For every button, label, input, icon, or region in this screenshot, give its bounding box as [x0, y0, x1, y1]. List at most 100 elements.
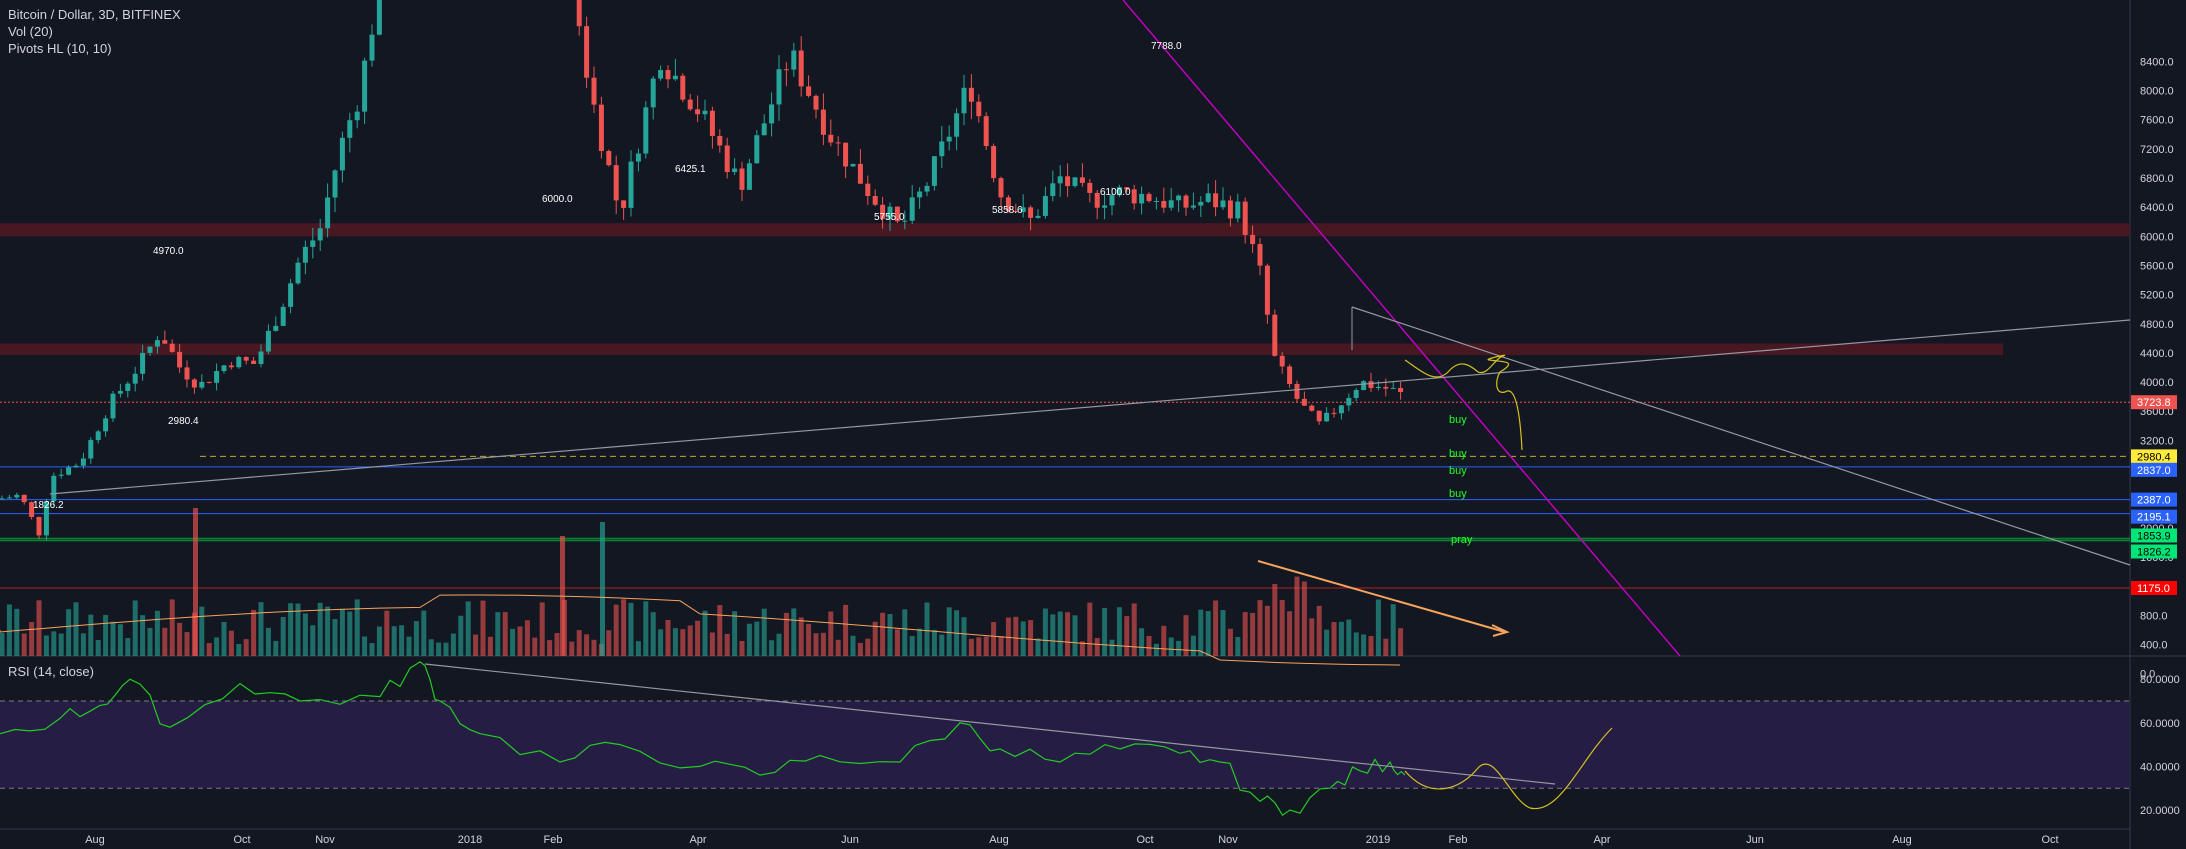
candle-body: [1124, 187, 1130, 190]
volume-bar: [1168, 637, 1174, 656]
candle-body: [791, 50, 797, 70]
arrow-head: [1491, 624, 1510, 637]
candle-body: [1102, 205, 1108, 208]
candle-body: [865, 183, 871, 197]
trend-drawings: [49, 0, 2131, 657]
volume-bar: [117, 624, 123, 656]
price-tick: 4400.0: [2140, 348, 2174, 360]
candle-body: [1087, 182, 1093, 193]
candle-body: [302, 246, 308, 263]
volume-bar: [1250, 612, 1256, 656]
volume-bar: [539, 602, 545, 656]
volume-bar: [600, 522, 605, 656]
volume-bar: [1398, 628, 1404, 656]
candle-body: [769, 104, 775, 124]
volume-bar: [591, 639, 597, 656]
candle-body: [117, 390, 123, 394]
volume-bar: [1242, 612, 1248, 656]
candle-body: [702, 110, 708, 115]
candle-body: [843, 142, 849, 167]
volume-bar: [169, 599, 175, 656]
volume-bar: [103, 614, 109, 656]
candle-body: [1042, 196, 1048, 216]
volume-bar: [1190, 635, 1196, 656]
volume-bar: [1272, 583, 1278, 656]
volume-bar: [1139, 628, 1145, 656]
volume-bar: [36, 600, 42, 656]
price-tick: 8000.0: [2140, 86, 2174, 98]
candle-body: [251, 360, 257, 364]
time-tick: Oct: [1136, 834, 1153, 846]
candle-body: [228, 365, 234, 368]
rsi-legend[interactable]: RSI (14, close): [8, 664, 94, 679]
candle-body: [6, 497, 12, 499]
volume-bar: [162, 627, 168, 656]
candle-body: [628, 161, 634, 208]
volume-bar: [1013, 616, 1019, 656]
candle-body: [983, 116, 989, 147]
annotations: buy buy buy buy pray: [1449, 414, 1473, 546]
candle-body: [598, 104, 604, 152]
candle-body: [1338, 405, 1344, 414]
candle-body: [850, 163, 856, 167]
volume-bar: [1227, 628, 1233, 656]
volume-bar: [206, 643, 212, 656]
volume-bar: [399, 625, 405, 656]
volume-bar: [6, 604, 12, 656]
candle-body: [695, 109, 701, 115]
candle-body: [813, 95, 819, 110]
candle-body: [221, 365, 227, 372]
price-tick: 0.0: [2140, 669, 2155, 681]
candle-body: [924, 185, 930, 192]
candle-body: [961, 87, 967, 114]
candle-body: [672, 75, 678, 80]
volume-bar: [1072, 615, 1078, 656]
time-tick: Apr: [1593, 834, 1610, 846]
candle-body: [80, 458, 86, 466]
volume-bar: [835, 639, 841, 656]
volume-bar: [1102, 607, 1108, 656]
candle-body: [1353, 390, 1359, 398]
resistance-zone: [0, 343, 2003, 356]
volume-bar: [1079, 641, 1085, 656]
volume-bar: [961, 617, 967, 656]
candle-body: [177, 351, 183, 368]
annotation-pray: pray: [1451, 534, 1473, 546]
candle-body: [1324, 412, 1330, 422]
volume-bar: [547, 640, 553, 656]
candle-body: [1346, 397, 1352, 406]
resistance-zone: [0, 223, 2130, 237]
volume-bar: [147, 627, 153, 656]
volume-bar: [295, 603, 301, 656]
rsi-tick: 60.0000: [2140, 718, 2180, 730]
candle-body: [1079, 177, 1085, 183]
volume-bar: [258, 602, 264, 656]
time-tick: Feb: [544, 834, 563, 846]
candle-body: [110, 393, 116, 419]
price-tick: 6800.0: [2140, 173, 2174, 185]
candle-body: [1375, 386, 1381, 389]
candle-body: [265, 330, 271, 352]
volume-bar: [939, 634, 945, 656]
volume-bar: [443, 642, 449, 656]
candle-body: [857, 163, 863, 184]
volume-legend[interactable]: Vol (20): [8, 24, 53, 39]
candle-body: [1139, 193, 1145, 204]
symbol-legend[interactable]: Bitcoin / Dollar, 3D, BITFINEX: [8, 7, 181, 22]
candle-body: [43, 501, 49, 536]
volume-bar: [273, 640, 279, 656]
candle-body: [184, 367, 190, 380]
projected-path: [1404, 354, 1523, 451]
volume-bar: [66, 609, 72, 656]
volume-bar: [857, 642, 863, 656]
pivots-legend[interactable]: Pivots HL (10, 10): [8, 41, 112, 56]
price-tag-bg: [2131, 509, 2177, 524]
volume-bar: [791, 608, 797, 656]
candle-body: [29, 502, 35, 517]
candle-body: [310, 240, 316, 247]
time-tick: Nov: [1218, 834, 1238, 846]
volume-bar: [517, 626, 523, 656]
volume-bar: [140, 615, 146, 656]
volume-bar: [1065, 612, 1071, 656]
